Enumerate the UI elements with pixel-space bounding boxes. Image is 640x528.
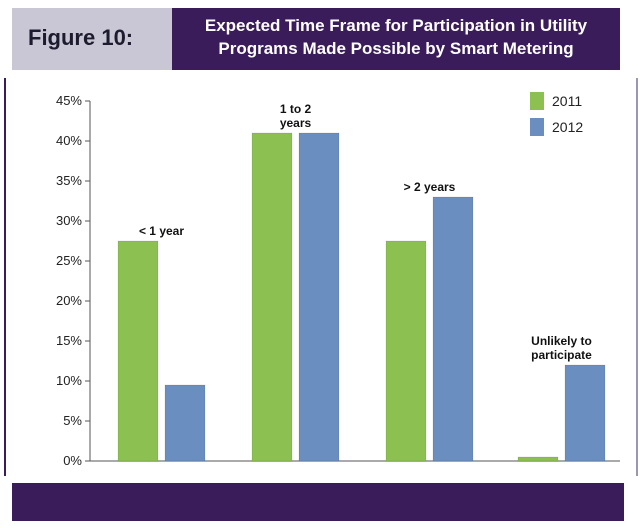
y-tick-label: 20%	[56, 293, 82, 308]
y-tick-label: 15%	[56, 333, 82, 348]
legend-label-2011: 2011	[552, 93, 582, 109]
legend: 2011 2012	[530, 92, 583, 136]
category-label: > 2 years	[404, 180, 456, 194]
title-bar	[172, 8, 620, 70]
chart-title-line-1: Expected Time Frame for Participation in…	[204, 16, 588, 35]
chart-title: Expected Time Frame for Participation in…	[186, 14, 606, 60]
chart-title-line-2: Programs Made Possible by Smart Metering	[218, 39, 574, 58]
figure-label-tab	[12, 8, 172, 70]
y-tick-label: 30%	[56, 213, 82, 228]
bar-2011	[251, 132, 293, 462]
category-label: 1 to 2	[280, 102, 312, 116]
bar-2012	[164, 384, 206, 462]
figure-label: Figure 10:	[28, 25, 134, 50]
category-label: participate	[531, 348, 592, 362]
bar-2012	[298, 132, 340, 462]
y-tick-label: 5%	[63, 413, 82, 428]
category-label: < 1 year	[139, 224, 184, 238]
y-tick-label: 10%	[56, 373, 82, 388]
category-label: years	[280, 116, 312, 130]
category-label: Unlikely to	[531, 334, 592, 348]
bar-2012	[564, 364, 606, 462]
y-tick-label: 35%	[56, 173, 82, 188]
bars	[117, 132, 606, 462]
bar-2011	[517, 456, 559, 462]
bar-2012	[432, 196, 474, 462]
bottom-bar	[12, 483, 624, 521]
bar-2011	[385, 240, 427, 462]
y-tick-label: 40%	[56, 133, 82, 148]
y-tick-label: 0%	[63, 453, 82, 468]
bar-2011	[117, 240, 159, 462]
legend-label-2012: 2012	[552, 119, 583, 135]
legend-swatch-2012	[530, 118, 544, 136]
legend-swatch-2011	[530, 92, 544, 110]
y-tick-label: 45%	[56, 93, 82, 108]
y-tick-label: 25%	[56, 253, 82, 268]
